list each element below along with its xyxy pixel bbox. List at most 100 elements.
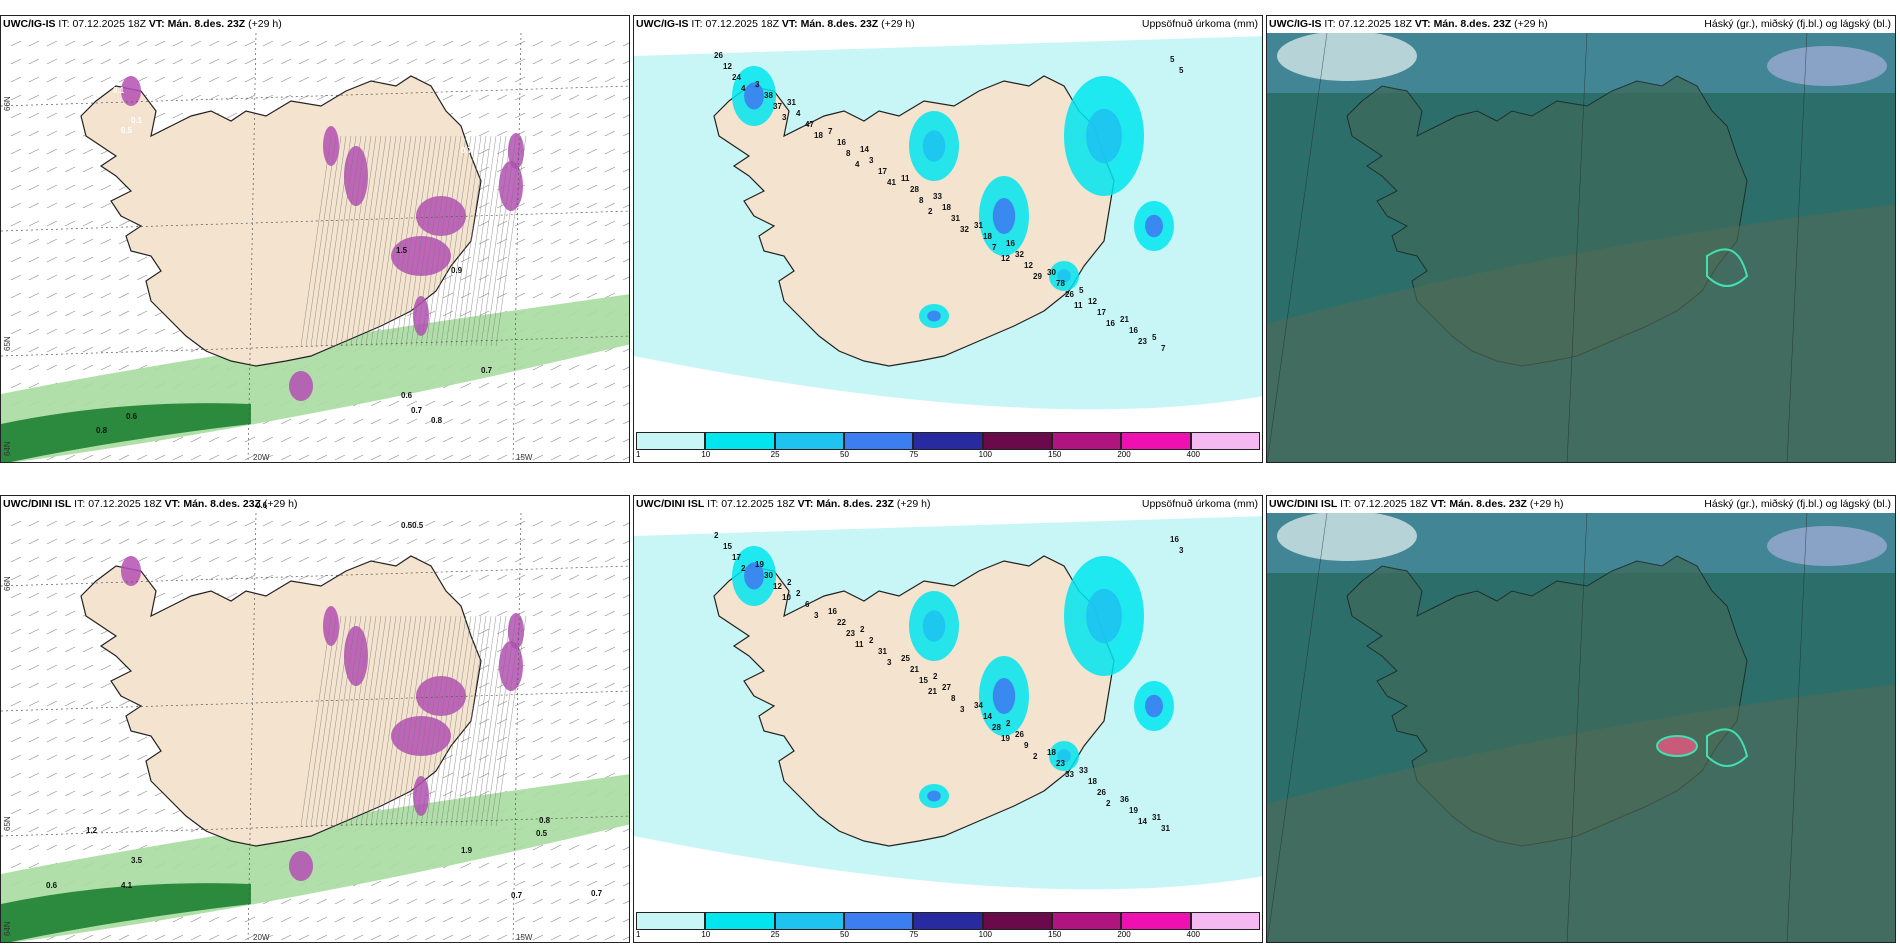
value-label: 37 <box>773 102 782 111</box>
value-label: 31 <box>974 221 983 230</box>
vt-value: Mán. 8.des. 23Z <box>167 18 246 30</box>
value-label: 2 <box>1106 799 1111 808</box>
value-label: 0.7 <box>511 891 523 900</box>
value-label: 0.9 <box>451 266 463 275</box>
colorbar-swatch <box>1121 912 1191 930</box>
precip-type-map: UWC/DINI ISL IT: 07.12.2025 18Z VT: Mán.… <box>0 495 630 943</box>
value-label: 4 <box>796 109 801 118</box>
vt-label: VT: <box>164 498 181 510</box>
colorbar-tick: 25 <box>770 930 780 939</box>
value-label: 33 <box>933 192 942 201</box>
colorbar <box>636 912 1260 930</box>
lon-label: 15W <box>516 453 533 462</box>
value-label: 78 <box>1056 279 1065 288</box>
run-info: UWC/DINI ISL IT: 07.12.2025 18Z VT: Mán.… <box>1269 496 1563 513</box>
value-label: 16 <box>828 607 837 616</box>
vt-label: VT: <box>781 18 798 30</box>
panel-header: UWC/DINI ISL IT: 07.12.2025 18Z VT: Mán.… <box>1 496 629 513</box>
value-label: 0.8 <box>431 416 443 425</box>
value-label: 0.7 <box>481 366 493 375</box>
value-label: 21 <box>928 687 937 696</box>
value-label: 2 <box>714 531 719 540</box>
value-label: 0.8 <box>96 426 108 435</box>
value-label: 12 <box>1024 261 1033 270</box>
vt-label: VT: <box>148 18 165 30</box>
value-label: 25 <box>901 654 910 663</box>
value-label: 31 <box>878 647 887 656</box>
run-info: UWC/IG-IS IT: 07.12.2025 18Z VT: Mán. 8.… <box>636 16 915 33</box>
value-label: 2 <box>928 207 933 216</box>
value-label: 2 <box>787 578 792 587</box>
value-label: 27 <box>942 683 951 692</box>
colorbar-tick: 50 <box>840 450 849 459</box>
it-value: 07.12.2025 18Z <box>72 18 146 30</box>
accumulated-precip-map: UWC/DINI ISL IT: 07.12.2025 18Z VT: Mán.… <box>633 495 1263 943</box>
colorbar-tick: 10 <box>701 930 711 939</box>
colorbar-swatch <box>1121 432 1191 450</box>
colorbar-tick: 10 <box>701 450 711 459</box>
value-label: 3.5 <box>131 856 143 865</box>
value-label: 18 <box>814 131 823 140</box>
value-label: 28 <box>910 185 919 194</box>
lon-label: 15W <box>516 933 533 942</box>
value-label: 10 <box>782 593 791 602</box>
colorbar-tick: 1 <box>636 450 641 459</box>
value-label: 30 <box>1047 268 1056 277</box>
panel-header: UWC/IG-IS IT: 07.12.2025 18Z VT: Mán. 8.… <box>634 16 1262 33</box>
value-label: 1.9 <box>461 846 473 855</box>
vt-label: VT: <box>1414 18 1431 30</box>
product-title: Uppsöfnuð úrkoma (mm) <box>1141 498 1258 510</box>
value-label: 0.6 <box>46 881 58 890</box>
colorbar-swatch <box>774 432 844 450</box>
colorbar-swatch <box>705 912 775 930</box>
value-label: 3 <box>755 80 760 89</box>
value-label: 4 <box>855 160 860 169</box>
colorbar-swatch <box>843 912 914 930</box>
it-value: 07.12.2025 18Z <box>1338 18 1412 30</box>
colorbar-tick: 400 <box>1186 450 1201 459</box>
lead-time: (+29 h) <box>1514 18 1548 30</box>
vt-label: VT: <box>797 498 814 510</box>
value-label: 1.2 <box>86 826 98 835</box>
value-label: 32 <box>1015 250 1024 259</box>
it-label: IT: <box>707 498 719 510</box>
value-label: 19 <box>755 560 764 569</box>
value-label: 2 <box>860 625 865 634</box>
colorbar-tick: 400 <box>1186 930 1201 939</box>
lead-time: (+29 h) <box>263 498 298 510</box>
colorbar-swatch <box>1051 912 1122 930</box>
colorbar-tick: 75 <box>909 450 919 459</box>
value-label: 2 <box>796 589 801 598</box>
colorbar-swatch <box>1051 432 1122 450</box>
colorbar-tick: 25 <box>770 450 780 459</box>
panel-header: UWC/IG-IS IT: 07.12.2025 18Z VT: Mán. 8.… <box>1267 16 1895 33</box>
colorbar-swatch <box>843 432 914 450</box>
cloud-svg <box>1267 16 1895 462</box>
it-value: 07.12.2025 18Z <box>1354 498 1428 510</box>
colorbar-tick: 50 <box>840 930 849 939</box>
precip-svg <box>634 16 1262 462</box>
value-label: 0.7 <box>461 146 473 155</box>
cloud-cover-map: UWC/IG-IS IT: 07.12.2025 18Z VT: Mán. 8.… <box>1266 15 1896 463</box>
value-label: 4 <box>741 84 746 93</box>
value-label: 28 <box>992 723 1001 732</box>
lat-label: 66N <box>3 96 12 111</box>
value-label: 2 <box>741 564 746 573</box>
vt-value: Mán. 8.des. 23Z <box>183 498 261 510</box>
product-title: Uppsöfnuð úrkoma (mm) <box>1141 18 1258 30</box>
value-label: 2 <box>933 672 938 681</box>
value-label: 36 <box>1120 795 1129 804</box>
value-label: 14 <box>983 712 992 721</box>
value-label: 3 <box>1179 546 1184 555</box>
lat-label: 65N <box>3 816 12 831</box>
run-info: UWC/DINI ISL IT: 07.12.2025 18Z VT: Mán.… <box>636 496 930 513</box>
value-label: 5 <box>1079 286 1084 295</box>
value-label: 23 <box>846 629 855 638</box>
value-label: 18 <box>1047 748 1056 757</box>
vt-value: Mán. 8.des. 23Z <box>1449 498 1527 510</box>
value-label: 8 <box>919 196 924 205</box>
lon-label: 20W <box>253 933 270 942</box>
value-label: 26 <box>1015 730 1024 739</box>
value-label: 0.7 <box>411 406 423 415</box>
value-label: 8 <box>846 149 851 158</box>
